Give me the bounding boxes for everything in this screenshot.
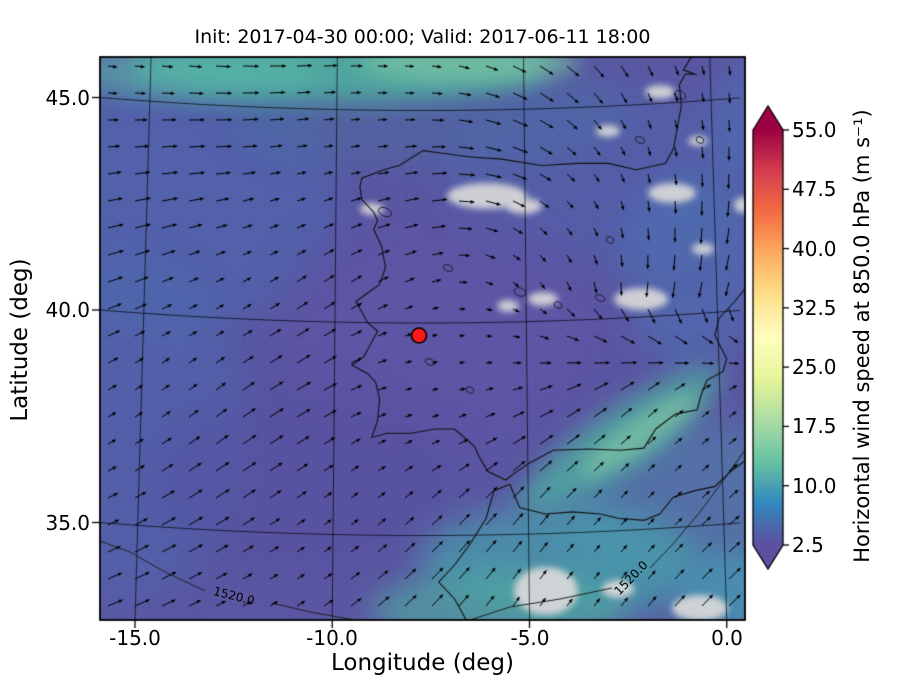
x-tick-label: -15.0 [109,626,161,650]
x-tick-label: 0.0 [711,626,743,650]
colorbar-tick-label: 47.5 [792,177,837,201]
colorbar-label: Horizontal wind speed at 850.0 hPa (m s⁻… [850,109,874,563]
colorbar-tick-label: 17.5 [792,414,837,438]
y-tick-label: 45.0 [45,86,90,110]
x-axis-label: Longitude (deg) [330,650,514,676]
y-axis-label: Latitude (deg) [7,258,33,422]
colorbar-tick-label: 2.5 [792,533,824,557]
plot-title: Init: 2017-04-30 00:00; Valid: 2017-06-1… [194,26,651,48]
x-tick-label: -5.0 [510,626,550,650]
y-tick-label: 40.0 [45,298,90,322]
colorbar-tick-label: 32.5 [792,296,837,320]
y-tick-label: 35.0 [45,511,90,535]
colorbar-tick-label: 10.0 [792,474,837,498]
colorbar-tick-label: 40.0 [792,237,837,261]
x-tick-label: -10.0 [306,626,358,650]
colorbar-tick-label: 55.0 [792,118,837,142]
colorbar-tick-label: 25.0 [792,355,837,379]
